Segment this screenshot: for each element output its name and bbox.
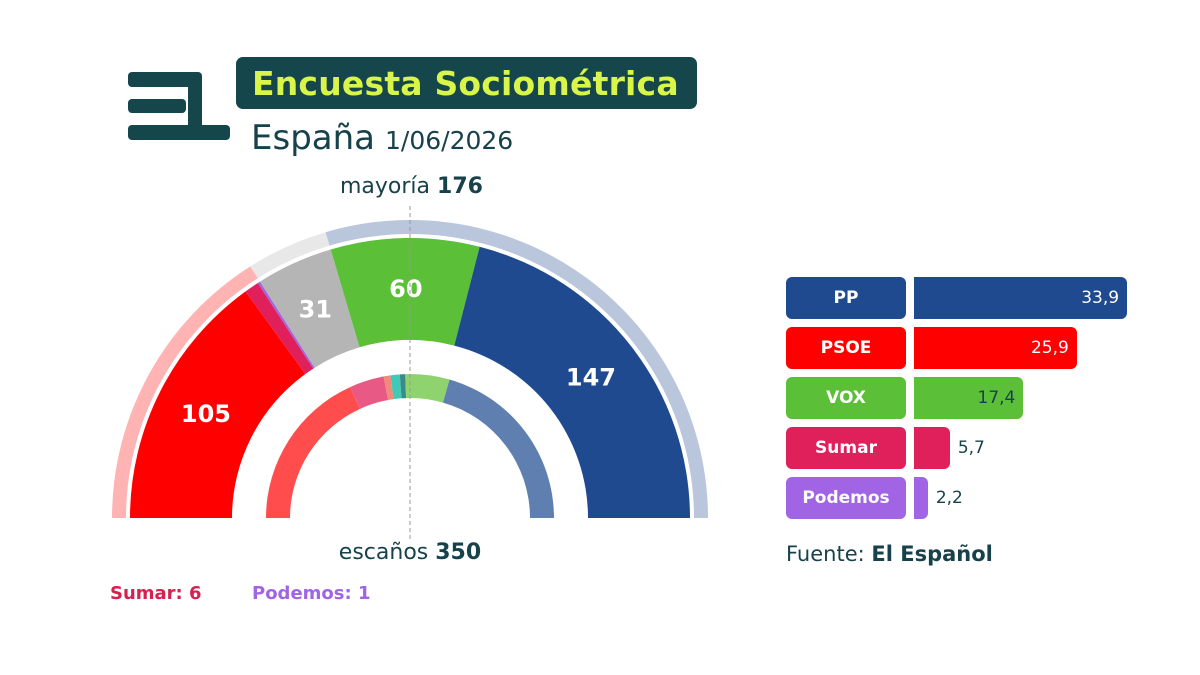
previous-seat-segment-psoe <box>266 387 361 518</box>
bloc-arc-other <box>250 232 330 279</box>
total-seats-label: escaños 350 <box>310 540 510 565</box>
bar-value-sumar: 5,7 <box>957 438 985 458</box>
majority-value: 176 <box>437 174 483 199</box>
previous-seat-segment-others-b <box>390 374 402 400</box>
subtitle: España 1/06/2026 <box>251 118 513 158</box>
source-value: El Español <box>871 542 993 566</box>
seat-label-psoe: 105 <box>181 400 231 428</box>
seats-value: 350 <box>435 540 482 565</box>
podemos-footnote: Podemos: 1 <box>252 583 371 604</box>
seat-label-pp: 147 <box>566 364 616 392</box>
previous-seat-segment-pp <box>442 379 554 518</box>
bar-label-podemos: Podemos <box>786 477 906 519</box>
bar-podemos <box>914 477 928 519</box>
bar-label-psoe: PSOE <box>786 327 906 369</box>
seat-label-vox: 60 <box>389 275 422 303</box>
bar-label-vox: VOX <box>786 377 906 419</box>
bar-vox <box>914 377 1024 419</box>
bloc-arc-left <box>112 266 258 518</box>
previous-seat-segment-others-a <box>383 375 394 401</box>
bar-sumar <box>914 427 950 469</box>
bar-value-psoe: 25,9 <box>1030 338 1069 358</box>
bar-value-pp: 33,9 <box>1081 288 1120 308</box>
sumar-footnote: Sumar: 6 <box>110 583 202 604</box>
seat-segment-pp <box>454 246 690 518</box>
previous-seat-segment-others-c <box>399 374 407 399</box>
seat-segment-sumar <box>245 282 314 374</box>
region-label: España <box>251 118 375 158</box>
title-banner: Encuesta Sociométrica <box>236 57 697 109</box>
source-label: Fuente: El Español <box>786 542 993 566</box>
bar-label-sumar: Sumar <box>786 427 906 469</box>
seat-segment-psoe <box>130 291 306 518</box>
previous-seat-segment-sumar <box>350 376 389 409</box>
bar-value-vox: 17,4 <box>977 388 1016 408</box>
bar-label-pp: PP <box>786 277 906 319</box>
bar-value-podemos: 2,2 <box>935 488 963 508</box>
el-espanol-logo <box>128 72 230 140</box>
previous-seat-segment-vox <box>405 374 450 403</box>
source-text: Fuente: <box>786 542 865 566</box>
seat-segment-others <box>259 249 360 368</box>
page-title: Encuesta Sociométrica <box>252 63 679 103</box>
bar-pp <box>914 277 1128 319</box>
majority-label: mayoría 176 <box>340 174 483 199</box>
seat-label-others: 31 <box>299 296 332 324</box>
majority-text: mayoría <box>340 174 431 199</box>
date-label: 1/06/2026 <box>385 126 514 155</box>
seat-segment-vox <box>330 238 480 348</box>
seats-text: escaños <box>338 540 429 565</box>
bar-psoe <box>914 327 1077 369</box>
seat-segment-podemos <box>257 281 315 369</box>
